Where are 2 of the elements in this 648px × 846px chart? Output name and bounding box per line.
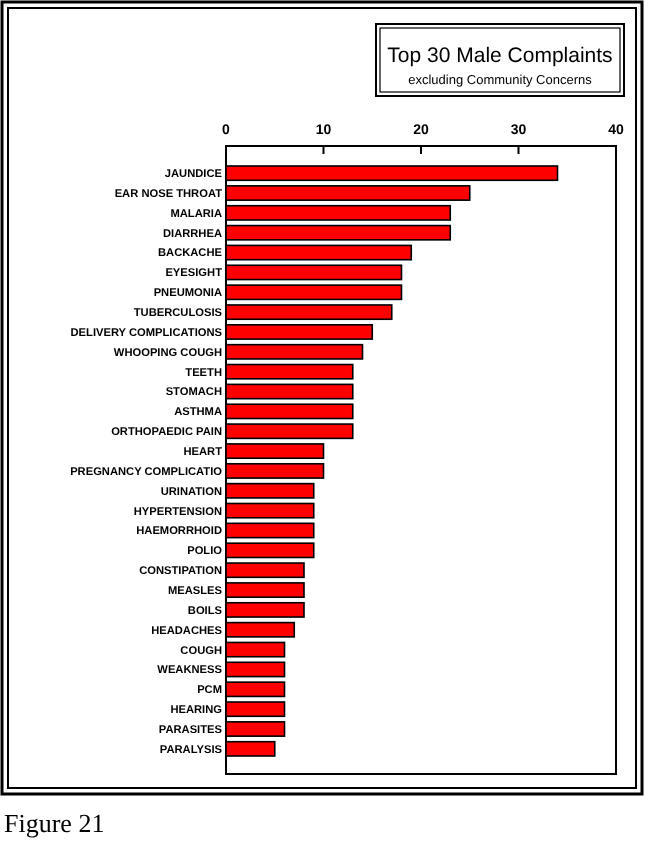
caption: Figure 21 <box>4 808 105 838</box>
chart-title: Top 30 Male Complaints <box>387 44 613 68</box>
